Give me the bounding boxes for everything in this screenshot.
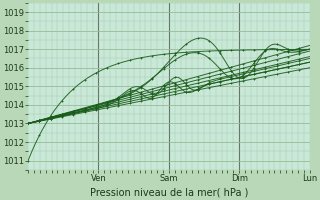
X-axis label: Pression niveau de la mer( hPa ): Pression niveau de la mer( hPa ) [90,187,248,197]
